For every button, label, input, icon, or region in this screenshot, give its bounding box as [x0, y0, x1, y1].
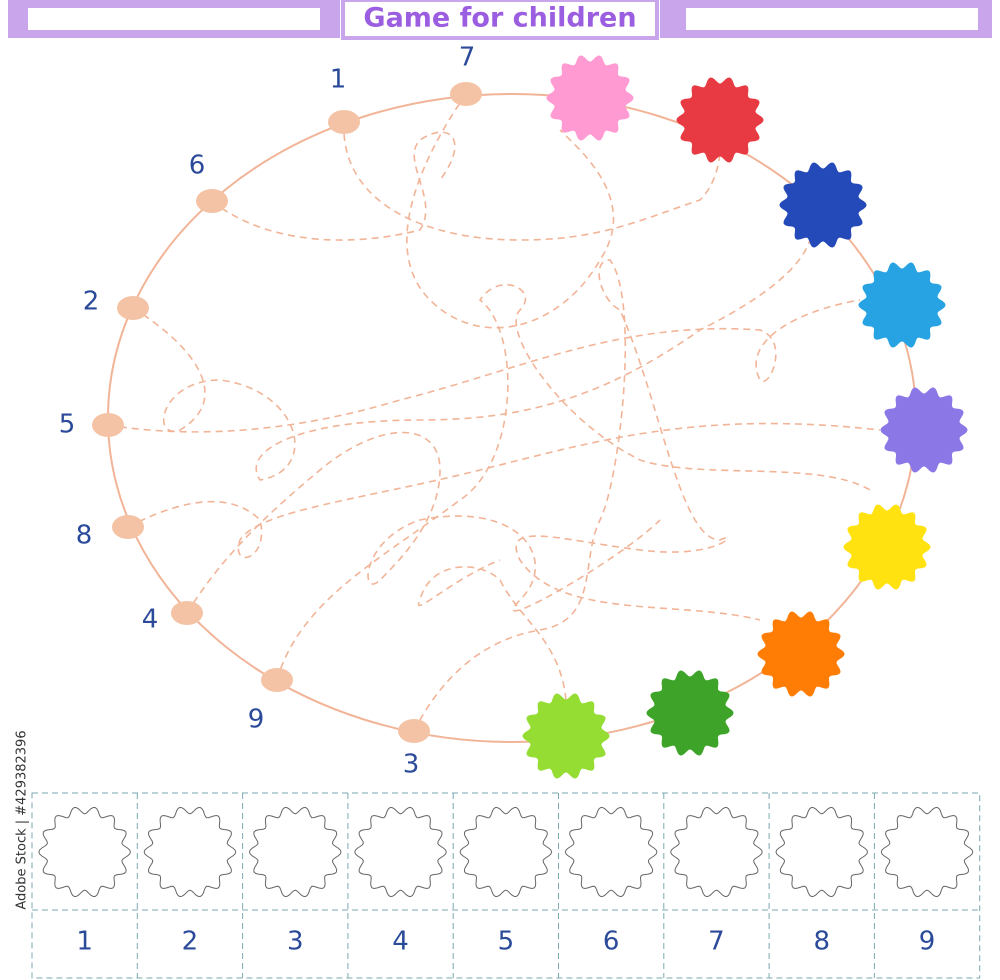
start-dot — [328, 110, 360, 134]
header: Game for children — [8, 0, 992, 40]
empty-flower — [880, 806, 974, 898]
maze-path — [186, 431, 661, 614]
start-dot — [171, 601, 203, 625]
start-label: 9 — [248, 705, 265, 735]
start-label: 2 — [83, 287, 100, 317]
start-dot — [112, 515, 144, 539]
maze-path — [413, 259, 761, 732]
header-bar-right-inner — [686, 8, 978, 30]
start-label: 4 — [142, 605, 159, 635]
grid-label: 2 — [182, 927, 199, 957]
color-flower — [880, 387, 968, 473]
start-dot — [450, 82, 482, 106]
title-box — [341, 0, 659, 40]
maze-path — [276, 283, 871, 681]
grid-label: 8 — [813, 927, 830, 957]
maze-path — [211, 131, 456, 241]
start-label: 6 — [189, 151, 206, 181]
maze-path — [132, 239, 811, 481]
maze-path — [107, 299, 861, 433]
color-flower — [646, 670, 734, 756]
grid-label: 3 — [287, 927, 304, 957]
grid-label: 5 — [498, 927, 515, 957]
flowers — [522, 55, 968, 779]
grid-label: 6 — [603, 927, 620, 957]
maze-path — [417, 559, 567, 701]
grid-label: 1 — [76, 927, 93, 957]
start-label: 3 — [403, 750, 420, 780]
empty-flower — [459, 806, 553, 898]
color-flower — [843, 504, 931, 590]
start-label: 5 — [59, 410, 76, 440]
grid-label: 7 — [708, 927, 725, 957]
color-flower — [779, 162, 867, 248]
start-dot — [117, 296, 149, 320]
grid-label: 4 — [392, 927, 409, 957]
grid-frame — [31, 792, 981, 979]
start-label: 7 — [459, 43, 476, 73]
start-dot — [196, 189, 228, 213]
maze-path — [127, 422, 881, 559]
watermark: Adobe Stock | #429382396 — [15, 730, 30, 909]
color-flower — [522, 693, 610, 779]
header-bar-left-inner — [28, 8, 320, 30]
empty-flower — [354, 806, 447, 898]
empty-flower — [248, 806, 342, 898]
grid-label: 9 — [919, 927, 936, 957]
color-flower — [757, 611, 845, 697]
start-dot — [92, 413, 124, 437]
color-flower — [858, 262, 946, 348]
empty-flower — [564, 806, 658, 898]
maze-path — [406, 93, 615, 329]
maze-path — [343, 121, 721, 241]
start-dot — [261, 668, 293, 692]
start-dot — [398, 719, 430, 743]
start-label: 8 — [76, 521, 93, 551]
empty-flower — [775, 806, 869, 898]
color-flower — [546, 55, 634, 141]
maze-paths — [107, 93, 881, 732]
color-flower — [676, 77, 764, 163]
empty-flower — [143, 806, 237, 898]
start-label: 1 — [330, 65, 347, 95]
start-points: 7 1 6 2 5 8 4 9 3 — [59, 43, 482, 780]
title: Game for children — [363, 3, 636, 34]
empty-flower — [38, 806, 131, 898]
answer-grid: 1 2 3 4 5 6 7 8 9 — [31, 792, 981, 979]
empty-flower — [670, 806, 763, 898]
